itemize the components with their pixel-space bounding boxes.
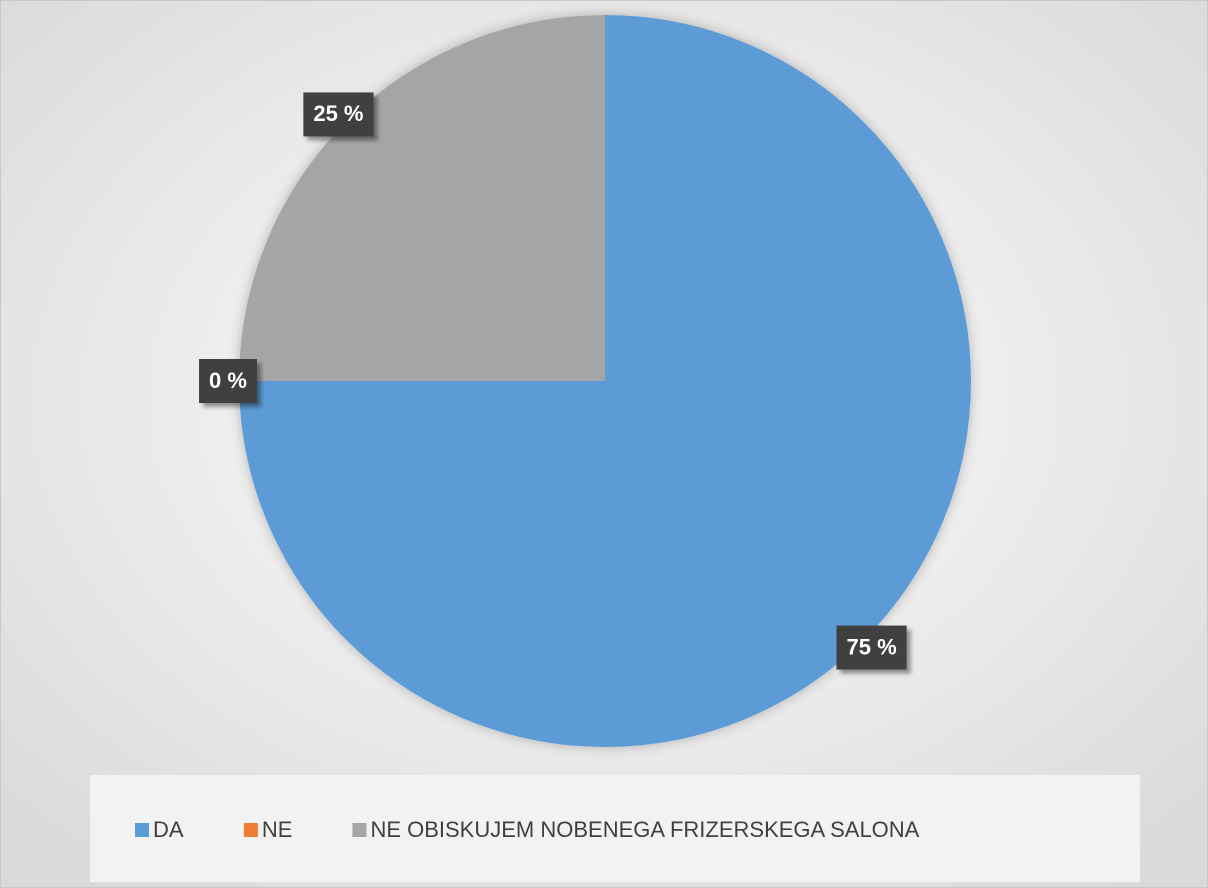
data-label: 0 % — [199, 359, 257, 403]
data-label-text: 75 % — [846, 634, 896, 659]
data-label: 25 % — [303, 92, 374, 137]
data-label-box — [303, 92, 374, 137]
data-label-box — [199, 359, 257, 403]
data-label: 75 % — [836, 625, 907, 670]
data-label-text: 25 % — [313, 101, 363, 126]
legend-swatch — [243, 823, 258, 837]
pie — [239, 15, 971, 747]
data-label-text: 0 % — [209, 368, 247, 393]
legend-swatch — [135, 823, 149, 837]
legend-box — [90, 775, 1140, 882]
legend-label: NE OBISKUJEM NOBENEGA FRIZERSKEGA SALONA — [370, 817, 919, 842]
legend-swatch — [352, 823, 367, 837]
legend-label: DA — [153, 817, 184, 842]
legend-label: NE — [262, 817, 293, 842]
pie-slice — [239, 15, 605, 381]
data-label-box — [836, 625, 907, 670]
